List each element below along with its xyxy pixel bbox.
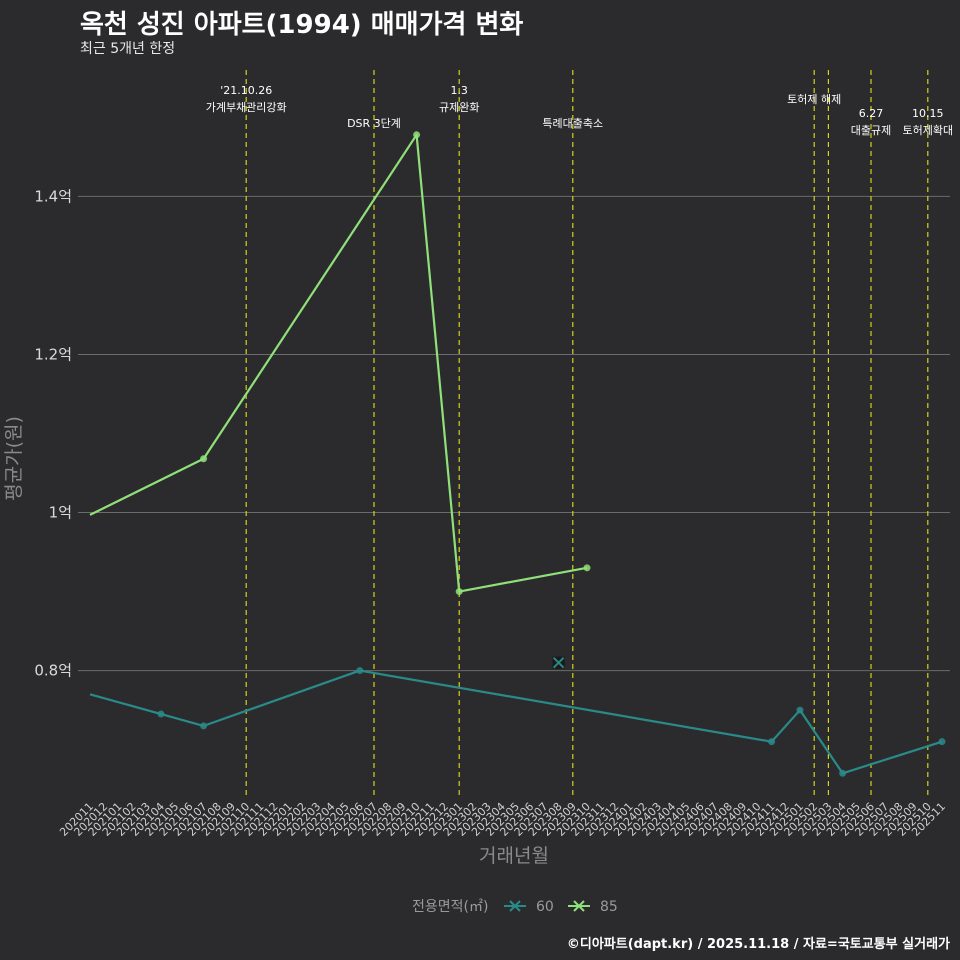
event-label: 토허제 해제 xyxy=(787,92,841,106)
legend-key-cross-85 xyxy=(573,900,585,912)
data-point-60 xyxy=(768,738,776,746)
y-tick-label: 1.4억 xyxy=(34,187,72,205)
y-tick-label: 0.8억 xyxy=(34,662,72,680)
chart-title: 옥천 성진 아파트(1994) 매매가격 변화 xyxy=(80,10,524,40)
data-point-60 xyxy=(796,706,804,714)
y-tick-label: 1.2억 xyxy=(34,345,72,363)
legend-title: 전용면적(㎡) xyxy=(412,899,488,915)
series-line-60 xyxy=(89,669,943,775)
legend-label-60: 60 xyxy=(536,899,554,915)
event-label: 6.27 xyxy=(859,107,884,120)
legend-key-cross-60 xyxy=(509,900,521,912)
outlier-marker xyxy=(552,656,565,669)
event-label: 규제완화 xyxy=(439,101,479,114)
series-line-85 xyxy=(89,133,588,593)
event-label: 가계부채관리강화 xyxy=(206,101,287,114)
data-point-60 xyxy=(356,667,364,675)
data-point-85 xyxy=(200,455,208,463)
event-label: 대출규제 xyxy=(851,124,891,137)
data-point-60 xyxy=(200,722,208,730)
data-point-85 xyxy=(413,131,421,139)
data-point-60 xyxy=(157,710,165,718)
event-label: DSR 3단계 xyxy=(347,117,401,130)
y-tick-label: 1억 xyxy=(49,504,72,522)
source-credit: ©디아파트(dapt.kr) / 2025.11.18 / 자료=국토교통부 실… xyxy=(566,937,950,952)
event-label: '21.10.26 xyxy=(220,84,272,97)
outlier-marker-stroke xyxy=(552,656,565,669)
data-point-85 xyxy=(455,588,463,596)
event-label: 10.15 xyxy=(912,107,944,120)
data-point-60 xyxy=(839,769,847,777)
event-label: 토허제확대 xyxy=(902,124,953,137)
data-point-60 xyxy=(938,738,946,746)
chart-subtitle: 최근 5개년 한정 xyxy=(80,41,176,57)
x-axis-title: 거래년월 xyxy=(479,845,549,867)
legend-label-85: 85 xyxy=(600,899,618,915)
event-label: 1.3 xyxy=(450,84,468,97)
y-axis-title: 평균가(원) xyxy=(3,416,25,501)
event-label: 특례대출축소 xyxy=(542,117,603,130)
data-point-85 xyxy=(583,564,591,572)
